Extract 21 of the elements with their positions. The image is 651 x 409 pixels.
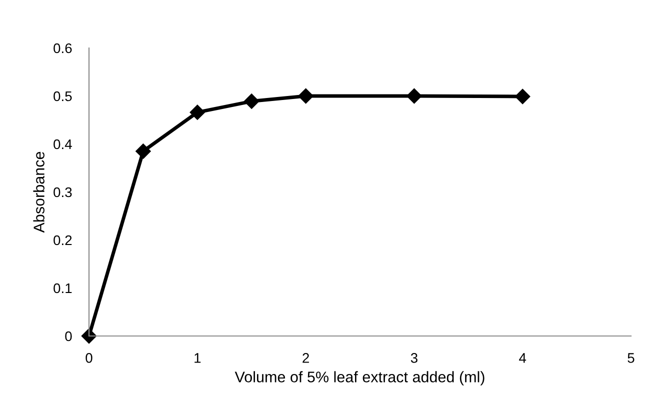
y-tick-label: 0.5 bbox=[54, 91, 72, 102]
x-tick-label: 4 bbox=[519, 353, 526, 363]
point bbox=[136, 144, 151, 159]
x-tick-label: 2 bbox=[302, 353, 309, 363]
y-tick-label: 0.2 bbox=[54, 235, 72, 246]
point bbox=[515, 88, 530, 104]
point bbox=[190, 104, 205, 120]
y-tick-label: 0 bbox=[65, 331, 72, 342]
point bbox=[298, 88, 314, 104]
y-tick-label: 0.6 bbox=[54, 43, 72, 54]
x-tick-label: 1 bbox=[194, 353, 201, 363]
x-tick-label: 5 bbox=[628, 353, 634, 363]
x-tick-label: 3 bbox=[410, 353, 418, 363]
y-tick-label: 0.4 bbox=[54, 139, 72, 150]
x-tick-label: 0 bbox=[86, 353, 92, 363]
point bbox=[406, 88, 422, 104]
y-tick-label: 0.3 bbox=[54, 187, 72, 198]
x-axis-title: Volume of 5% leaf extract added (ml) bbox=[234, 371, 484, 386]
y-axis-title: Absorbance bbox=[33, 152, 44, 233]
point bbox=[244, 94, 260, 109]
y-tick-label: 0.1 bbox=[54, 283, 72, 294]
